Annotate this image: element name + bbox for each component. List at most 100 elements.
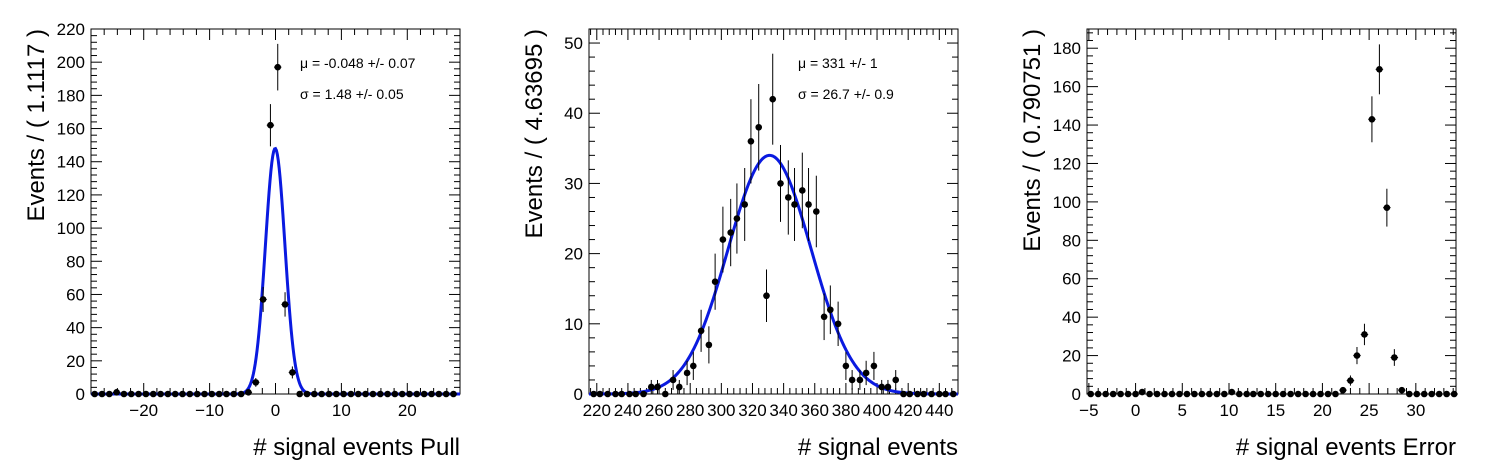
error-data-point [1353,352,1361,359]
pull-data-point [259,296,267,303]
signal-y-tick-label: 0 [574,385,583,404]
signal-data-point [791,201,798,208]
error-y-tick-label: 40 [1062,308,1081,327]
signal-data-point [626,390,633,398]
error-y-tick-label: 160 [1053,78,1081,97]
pull-data-point [120,390,128,398]
error-data-point [1317,390,1324,398]
pull-data-point [113,389,120,396]
error-data-point [1264,390,1272,398]
pull-data-point [91,390,98,398]
pull-data-point [142,390,150,398]
pull-data-point [186,390,194,398]
error-data-point [1235,390,1243,398]
error-data-point [1257,390,1265,398]
pull-plot-frame [90,28,461,395]
error-data-point [1102,390,1109,398]
signal-data-point [669,376,677,384]
signal-data-point [596,390,604,398]
signal-data-point [884,383,892,391]
signal-data-point [870,362,878,370]
error-x-tick-label: −5 [1079,401,1098,420]
signal-events-panel: 220 240 260 280 300 320 340 360 380 400 420 440 0 10 2… [521,28,959,461]
pull-data-point [164,390,172,398]
error-data-point [1428,390,1436,398]
signal-data-point [906,390,914,398]
pull-data-point [333,390,340,398]
pull-data-point [179,390,186,398]
pull-data-point [281,301,289,308]
pull-data-point [384,390,391,398]
signal-x-tick-label: 440 [925,401,953,420]
error-data-point [1435,390,1443,398]
error-data-point [1309,390,1317,398]
signal-data-point [848,376,856,384]
signal-data-point [654,383,661,391]
pull-data-point [391,390,399,398]
signal-data-point [920,390,928,398]
pull-y-tick-label: 100 [57,219,85,238]
error-data-point [1361,331,1368,338]
error-data-point [1168,390,1176,398]
signal-data-point [862,369,870,377]
error-data-point [1198,390,1206,398]
error-data-point [1153,390,1161,398]
error-data-point [1294,390,1302,398]
signal-data-point [856,376,864,384]
signal-x-tick-label: 220 [583,401,611,420]
error-data-point [1206,390,1213,398]
pull-data-point [450,390,457,398]
error-x-tick-label: 30 [1406,401,1425,420]
signal-x-tick-label: 300 [707,401,735,420]
pull-data-point [106,390,113,398]
error-x-tick-label: 25 [1360,401,1379,420]
error-data-point [1138,388,1146,396]
signal-data-point [777,180,784,187]
pull-data-point [149,390,157,398]
signal-data-point [799,187,806,194]
pull-data-point [127,390,135,398]
pull-x-tick-label: −10 [195,401,224,420]
signal-data-point [690,362,697,370]
error-x-tick-label: 0 [1131,401,1140,420]
pull-y-tick-label: 120 [57,186,85,205]
signal-data-point [942,390,949,398]
error-plot-frame [1086,28,1457,395]
error-data-point [1324,390,1332,398]
error-data-point [1161,390,1168,398]
pull-data-point [369,390,377,398]
error-y-tick-label: 120 [1053,154,1081,173]
pull-y-tick-label: 40 [66,319,85,338]
error-data-point [1176,390,1183,398]
pull-data-point [347,390,355,398]
signal-data-point [618,390,625,398]
pull-data-point [406,390,413,398]
error-y-tick-label: 80 [1062,231,1081,250]
pull-x-tick-label: 20 [398,401,417,420]
error-y-tick-label: 20 [1062,347,1081,366]
error-data-point [1132,390,1139,398]
signal-data-point [661,390,669,398]
signal-data-point [842,362,850,370]
pull-y-tick-label: 20 [66,352,85,371]
signal-data-point [640,390,647,398]
signal-gaussian-fit-curve [589,153,958,396]
pull-data-point [208,390,216,398]
signal-y-axis-title: Events / ( 4.63695 ) [521,29,548,238]
pull-data-point [252,379,260,386]
pull-data-point [325,390,333,398]
pull-data-point [442,390,450,398]
error-x-tick-label: 15 [1266,401,1285,420]
error-data-point [1109,390,1117,398]
pull-data-point [318,390,325,398]
signal-data-point [820,313,828,321]
error-data-point [1443,390,1450,398]
error-data-point [1383,204,1391,211]
signal-data-point [928,390,935,398]
signal-y-tick-label: 30 [564,174,583,193]
signal-x-axis-title: # signal events [798,434,958,461]
pull-data-point [362,390,369,398]
pull-y-tick-label: 0 [76,385,85,404]
pull-gaussian-fit-curve [91,146,460,396]
